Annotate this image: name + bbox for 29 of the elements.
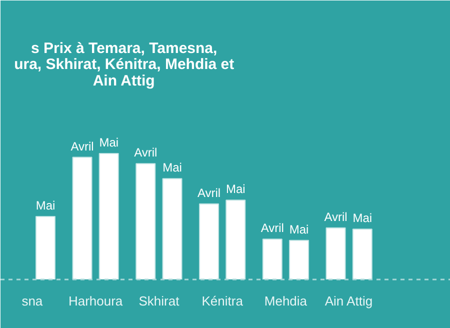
bar xyxy=(162,178,182,280)
bar xyxy=(72,156,92,280)
bar xyxy=(136,163,156,280)
text: Mai xyxy=(162,160,182,175)
text: Avril xyxy=(197,186,221,200)
text: Mai xyxy=(226,182,246,196)
bar xyxy=(352,228,372,280)
chart-title: s Prix à Temara, Tamesna, ura, Skhirat, Kénitra, Mehdia et Ain Attig xyxy=(14,40,234,90)
series-label: Mai xyxy=(289,222,309,236)
bar xyxy=(262,238,282,280)
bar xyxy=(226,200,246,280)
x-tick-label: Harhoura xyxy=(68,294,124,308)
bar xyxy=(98,152,119,280)
x-tick-label: Kénitra xyxy=(202,294,244,308)
series-label: Avril xyxy=(260,221,284,236)
text: Mai xyxy=(352,211,372,226)
bar xyxy=(199,203,220,280)
text: Avril xyxy=(324,210,348,224)
text: Avril xyxy=(134,146,158,160)
text: Avril xyxy=(70,139,94,154)
bar xyxy=(289,240,310,280)
text: Mai xyxy=(99,135,119,150)
x-tick-label: Mehdia xyxy=(264,294,308,308)
x-tick-label: Ain Attig xyxy=(324,294,373,308)
x-tick-label: sna xyxy=(22,294,44,308)
bar xyxy=(35,216,56,280)
bar xyxy=(326,227,346,280)
text: Mai xyxy=(36,198,56,212)
x-tick-label: Skhirat xyxy=(138,294,180,308)
